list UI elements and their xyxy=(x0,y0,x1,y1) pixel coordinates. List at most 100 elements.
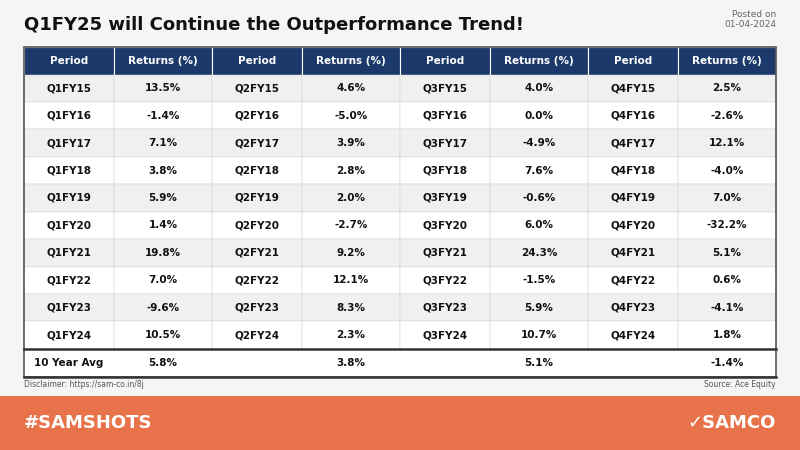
Bar xyxy=(114,102,212,130)
Text: 5.8%: 5.8% xyxy=(149,358,178,368)
Bar xyxy=(24,212,114,239)
Bar xyxy=(490,102,588,130)
Text: 3.9%: 3.9% xyxy=(337,138,366,148)
Bar xyxy=(678,239,776,266)
Bar xyxy=(678,75,776,102)
Bar xyxy=(588,130,678,157)
Text: 12.1%: 12.1% xyxy=(333,275,370,285)
Bar xyxy=(588,321,678,349)
Bar xyxy=(490,294,588,321)
Bar xyxy=(400,212,490,239)
Text: 0.6%: 0.6% xyxy=(713,275,742,285)
Bar xyxy=(24,157,114,184)
Bar xyxy=(678,47,776,75)
Bar xyxy=(400,266,490,294)
Text: Q1FY24: Q1FY24 xyxy=(46,330,92,340)
Text: 5.1%: 5.1% xyxy=(525,358,554,368)
Bar xyxy=(114,294,212,321)
Bar xyxy=(678,130,776,157)
Bar xyxy=(114,47,212,75)
Text: Q1FY17: Q1FY17 xyxy=(46,138,92,148)
Text: -4.9%: -4.9% xyxy=(522,138,556,148)
Text: Period: Period xyxy=(614,56,652,66)
Text: -5.0%: -5.0% xyxy=(334,111,368,121)
Text: Q1FY20: Q1FY20 xyxy=(46,220,92,230)
Text: Q1FY21: Q1FY21 xyxy=(46,248,92,258)
Bar xyxy=(212,157,302,184)
Bar xyxy=(114,184,212,212)
Text: Q4FY17: Q4FY17 xyxy=(610,138,656,148)
Text: Q3FY18: Q3FY18 xyxy=(422,166,468,176)
Text: #SAMSHOTS: #SAMSHOTS xyxy=(24,414,153,432)
Text: Period: Period xyxy=(238,56,276,66)
Bar xyxy=(212,130,302,157)
Text: 24.3%: 24.3% xyxy=(521,248,558,258)
Bar xyxy=(490,184,588,212)
Text: Q3FY17: Q3FY17 xyxy=(422,138,468,148)
Text: Returns (%): Returns (%) xyxy=(128,56,198,66)
Text: 7.1%: 7.1% xyxy=(149,138,178,148)
Bar xyxy=(114,239,212,266)
Text: Q1FY16: Q1FY16 xyxy=(46,111,92,121)
Text: Q3FY23: Q3FY23 xyxy=(422,303,468,313)
Text: Q3FY19: Q3FY19 xyxy=(422,193,467,203)
Bar xyxy=(588,184,678,212)
Text: Posted on
01-04-2024: Posted on 01-04-2024 xyxy=(724,10,776,29)
Bar xyxy=(400,184,490,212)
Text: -0.6%: -0.6% xyxy=(522,193,556,203)
Text: 9.2%: 9.2% xyxy=(337,248,366,258)
Text: 10.5%: 10.5% xyxy=(145,330,182,340)
Text: Q4FY22: Q4FY22 xyxy=(610,275,656,285)
Bar xyxy=(490,266,588,294)
Text: Period: Period xyxy=(50,56,88,66)
Bar xyxy=(678,212,776,239)
Text: Source: Ace Equity: Source: Ace Equity xyxy=(704,380,776,389)
Text: Q2FY17: Q2FY17 xyxy=(234,138,280,148)
Bar xyxy=(490,321,588,349)
Text: Returns (%): Returns (%) xyxy=(692,56,762,66)
Text: Q1FY15: Q1FY15 xyxy=(46,83,92,93)
Bar xyxy=(212,184,302,212)
Bar xyxy=(302,294,400,321)
Text: 7.6%: 7.6% xyxy=(525,166,554,176)
Text: 3.8%: 3.8% xyxy=(149,166,178,176)
Text: 1.4%: 1.4% xyxy=(149,220,178,230)
Text: Q3FY16: Q3FY16 xyxy=(422,111,468,121)
Text: Q2FY23: Q2FY23 xyxy=(234,303,280,313)
Bar xyxy=(678,321,776,349)
Bar xyxy=(490,239,588,266)
Bar xyxy=(302,157,400,184)
Text: 2.3%: 2.3% xyxy=(337,330,366,340)
Bar xyxy=(114,321,212,349)
Bar xyxy=(212,75,302,102)
Text: -9.6%: -9.6% xyxy=(146,303,180,313)
Bar xyxy=(588,157,678,184)
Text: Q2FY21: Q2FY21 xyxy=(234,248,280,258)
Bar xyxy=(302,266,400,294)
Text: Q4FY21: Q4FY21 xyxy=(610,248,656,258)
Text: Q3FY20: Q3FY20 xyxy=(422,220,468,230)
Bar xyxy=(302,130,400,157)
Bar xyxy=(588,75,678,102)
Bar xyxy=(24,47,114,75)
Text: -1.4%: -1.4% xyxy=(146,111,180,121)
Bar xyxy=(114,130,212,157)
Text: Q1FY25 will Continue the Outperformance Trend!: Q1FY25 will Continue the Outperformance … xyxy=(24,16,524,34)
Text: Q4FY20: Q4FY20 xyxy=(610,220,656,230)
Bar xyxy=(24,266,114,294)
Text: 5.9%: 5.9% xyxy=(525,303,554,313)
Text: Q4FY18: Q4FY18 xyxy=(610,166,656,176)
Text: Q4FY24: Q4FY24 xyxy=(610,330,656,340)
Bar xyxy=(212,321,302,349)
Text: Q1FY18: Q1FY18 xyxy=(46,166,92,176)
Text: 10.7%: 10.7% xyxy=(521,330,558,340)
Text: 12.1%: 12.1% xyxy=(709,138,746,148)
Text: Q3FY22: Q3FY22 xyxy=(422,275,468,285)
Bar xyxy=(302,75,400,102)
Bar xyxy=(24,75,114,102)
Text: 4.0%: 4.0% xyxy=(525,83,554,93)
Bar xyxy=(678,102,776,130)
Text: 2.0%: 2.0% xyxy=(337,193,366,203)
Bar xyxy=(114,266,212,294)
Text: 4.6%: 4.6% xyxy=(337,83,366,93)
